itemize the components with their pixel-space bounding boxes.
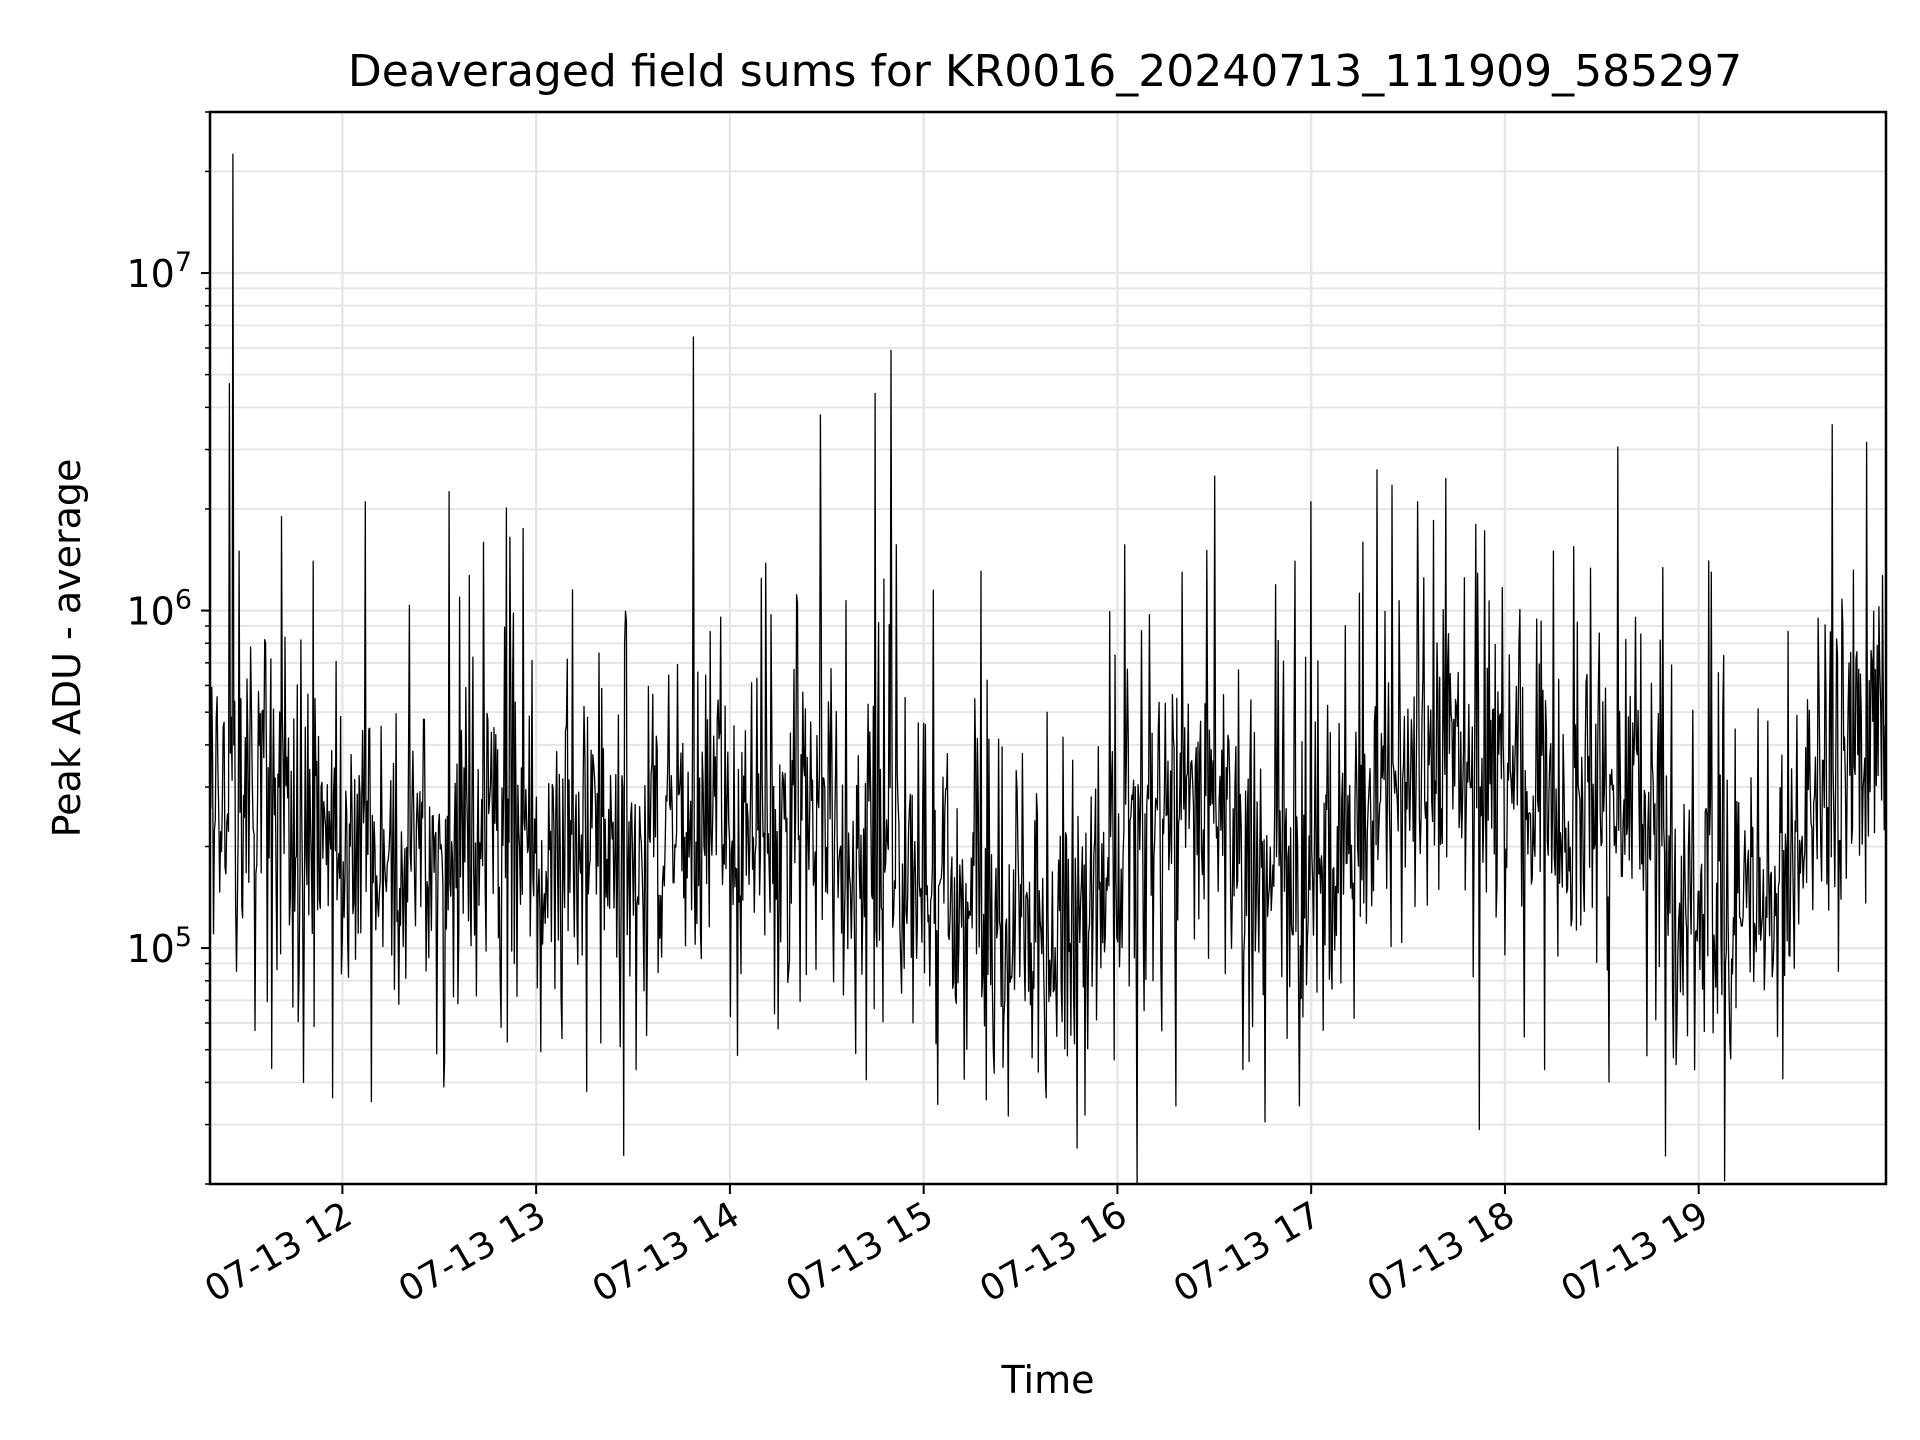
y-tick-label: 105 <box>126 922 192 971</box>
series-line-group <box>209 153 1887 1185</box>
y-tick-label: 106 <box>126 585 192 634</box>
y-axis-label: Peak ADU - average <box>45 459 89 838</box>
chart-title: Deaveraged field sums for KR0016_2024071… <box>348 46 1742 97</box>
x-axis-label: Time <box>1001 1358 1095 1402</box>
series-line <box>209 153 1887 1185</box>
y-tick-label: 107 <box>126 247 192 296</box>
plot-area-frame <box>208 110 1888 1186</box>
